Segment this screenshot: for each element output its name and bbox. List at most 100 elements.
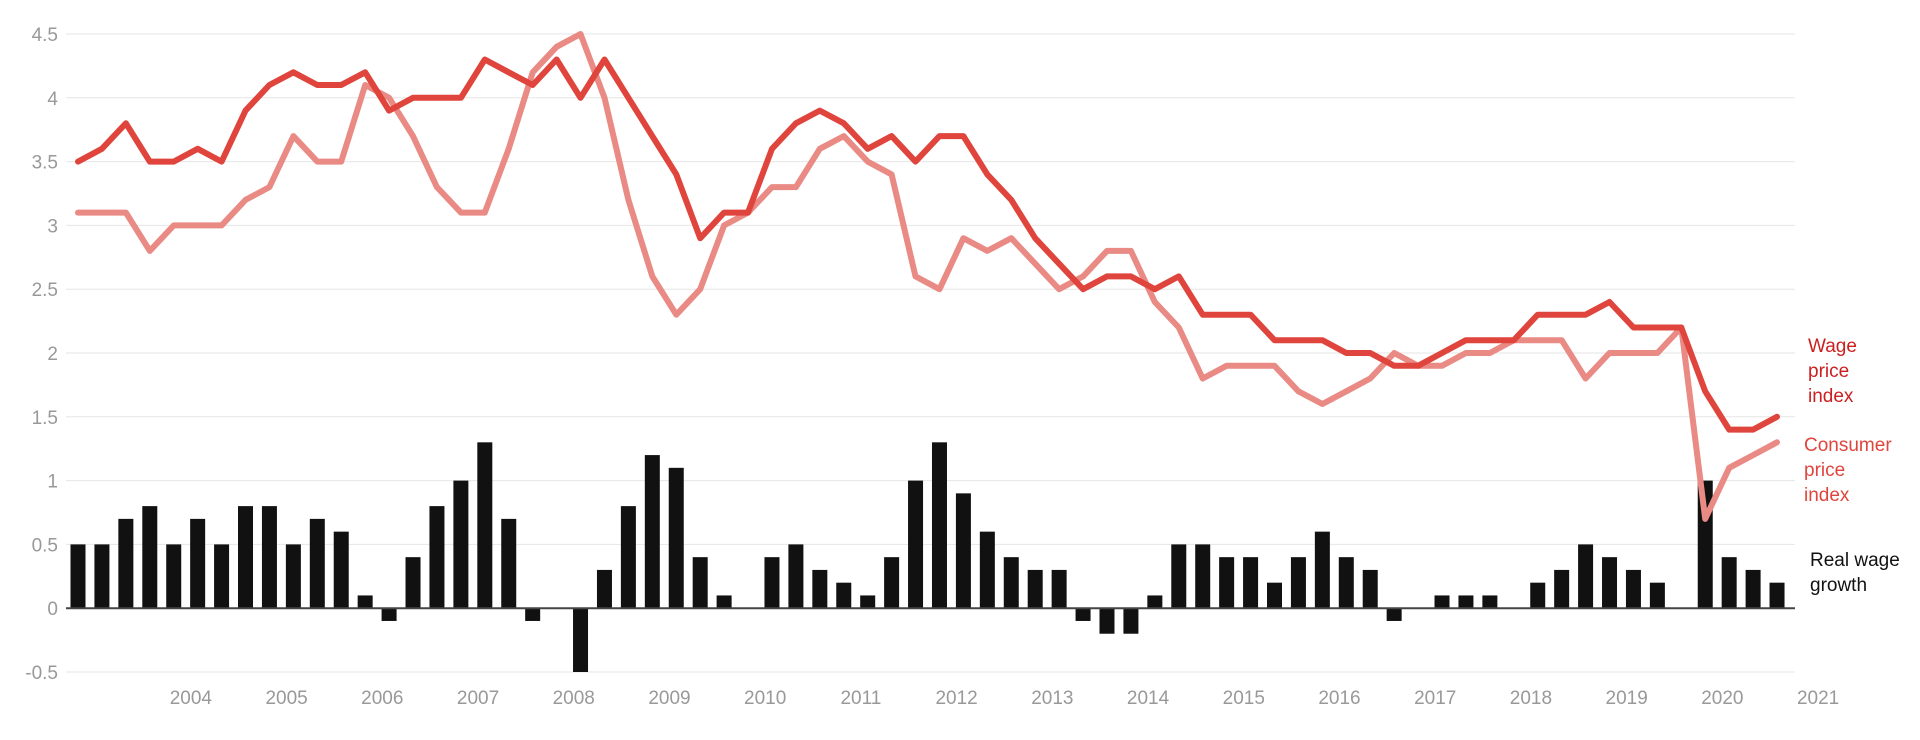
x-tick-label: 2017	[1414, 688, 1456, 709]
bar-real-wage-growth	[142, 506, 158, 609]
bar-real-wage-growth	[1243, 557, 1259, 609]
bar-real-wage-growth	[1578, 544, 1594, 609]
bar-real-wage-growth	[381, 608, 397, 621]
line-wage-price-index	[75, 56, 1780, 433]
bar-real-wage-growth	[1625, 569, 1641, 609]
y-tick-label: 1.5	[32, 408, 58, 429]
bar-real-wage-growth	[1530, 582, 1546, 609]
bar-real-wage-growth	[573, 608, 589, 672]
bar-real-wage-growth	[405, 557, 421, 609]
bar-real-wage-growth	[1027, 569, 1043, 609]
bar-real-wage-growth	[1075, 608, 1091, 621]
x-tick-label: 2011	[840, 688, 881, 709]
bar-real-wage-growth	[1554, 569, 1570, 609]
x-tick-label: 2004	[170, 688, 213, 709]
bar-real-wage-growth	[477, 442, 493, 609]
x-axis: 2004 2005 2006 2007 2008 2009 2010 2011 2012 2013…	[170, 688, 1840, 709]
bar-real-wage-growth	[1267, 582, 1282, 609]
bar-real-wage-growth	[238, 506, 254, 609]
bar-real-wage-growth	[1362, 569, 1378, 609]
bar-real-wage-growth	[620, 506, 636, 609]
bar-real-wage-growth	[1099, 608, 1115, 634]
legend-consumer-price-index: Consumer price index	[1804, 435, 1892, 506]
bar-real-wage-growth	[1219, 557, 1235, 609]
bar-real-wage-growth	[1314, 531, 1330, 609]
x-tick-label: 2008	[553, 688, 595, 709]
x-tick-label: 2020	[1701, 688, 1743, 709]
bar-real-wage-growth	[453, 480, 469, 609]
bar-real-wage-growth	[166, 544, 182, 609]
line-consumer-price-index	[75, 31, 1780, 522]
y-tick-label: 3.5	[32, 153, 58, 174]
bar-real-wage-growth	[357, 595, 373, 609]
x-tick-label: 2019	[1606, 688, 1648, 709]
x-tick-label: 2007	[457, 688, 499, 709]
x-tick-label: 2005	[265, 688, 307, 709]
x-tick-label: 2006	[361, 688, 403, 709]
bar-real-wage-growth	[501, 518, 517, 609]
legend-wage-price-index: Wage price index	[1808, 336, 1857, 407]
bar-real-wage-growth	[716, 595, 732, 609]
x-tick-label: 2009	[648, 688, 690, 709]
bar-real-wage-growth	[1290, 557, 1306, 609]
x-tick-label: 2015	[1223, 688, 1265, 709]
x-tick-label: 2013	[1031, 688, 1073, 709]
bar-real-wage-growth	[692, 557, 708, 609]
bar-real-wage-growth	[812, 569, 828, 609]
bar-real-wage-growth	[1769, 582, 1785, 609]
y-axis: 4.5 4 3.5 3 2.5 2 1.5 1 0.5 0 -0.5	[25, 25, 58, 684]
bar-real-wage-growth	[1386, 608, 1402, 621]
x-tick-label: 2014	[1127, 688, 1170, 709]
bar-real-wage-growth	[788, 544, 804, 609]
grid-lines	[66, 33, 1795, 673]
x-tick-label: 2021	[1797, 688, 1839, 709]
bar-real-wage-growth	[70, 544, 86, 609]
bar-real-wage-growth	[1338, 557, 1354, 609]
bar-real-wage-growth	[1147, 595, 1163, 609]
bar-real-wage-growth	[285, 544, 301, 609]
bar-real-wage-growth	[884, 557, 900, 609]
y-tick-label: 0	[47, 599, 58, 620]
bar-real-wage-growth	[1003, 557, 1019, 609]
y-tick-label: -0.5	[25, 663, 58, 684]
y-tick-label: 4.5	[32, 25, 58, 46]
y-tick-label: 1	[47, 472, 58, 493]
real-wage-growth-bars	[70, 442, 1785, 672]
y-tick-label: 0.5	[32, 535, 58, 556]
x-tick-label: 2010	[744, 688, 786, 709]
bar-real-wage-growth	[1458, 595, 1474, 609]
x-tick-label: 2018	[1510, 688, 1552, 709]
y-tick-label: 3	[47, 216, 58, 237]
bar-real-wage-growth	[118, 518, 134, 609]
bar-real-wage-growth	[764, 557, 780, 609]
bar-real-wage-growth	[214, 544, 230, 609]
bar-real-wage-growth	[908, 480, 924, 609]
bar-real-wage-growth	[309, 518, 325, 609]
legend-real-wage-growth: Real wage growth	[1810, 550, 1900, 596]
bar-real-wage-growth	[190, 518, 206, 609]
bar-real-wage-growth	[979, 531, 995, 609]
line-series	[75, 31, 1780, 522]
bar-real-wage-growth	[668, 467, 684, 609]
bar-real-wage-growth	[1745, 569, 1761, 609]
legend: Wage price index Consumer price index Real wag…	[1804, 336, 1900, 596]
bar-real-wage-growth	[1195, 544, 1211, 609]
bar-real-wage-growth	[1123, 608, 1139, 634]
bar-real-wage-growth	[1721, 557, 1737, 609]
bar-real-wage-growth	[525, 608, 541, 621]
bar-real-wage-growth	[429, 506, 445, 609]
bar-real-wage-growth	[333, 531, 349, 609]
y-tick-label: 4	[47, 89, 58, 110]
bar-real-wage-growth	[1649, 582, 1665, 609]
x-tick-label: 2012	[935, 688, 977, 709]
bar-real-wage-growth	[1051, 569, 1067, 609]
bar-real-wage-growth	[1482, 595, 1498, 609]
bar-real-wage-growth	[955, 493, 971, 609]
bar-real-wage-growth	[860, 595, 876, 609]
bar-real-wage-growth	[1602, 557, 1618, 609]
bar-real-wage-growth	[644, 455, 660, 609]
bar-real-wage-growth	[1171, 544, 1187, 609]
bar-real-wage-growth	[261, 506, 277, 609]
y-tick-label: 2	[47, 344, 58, 365]
